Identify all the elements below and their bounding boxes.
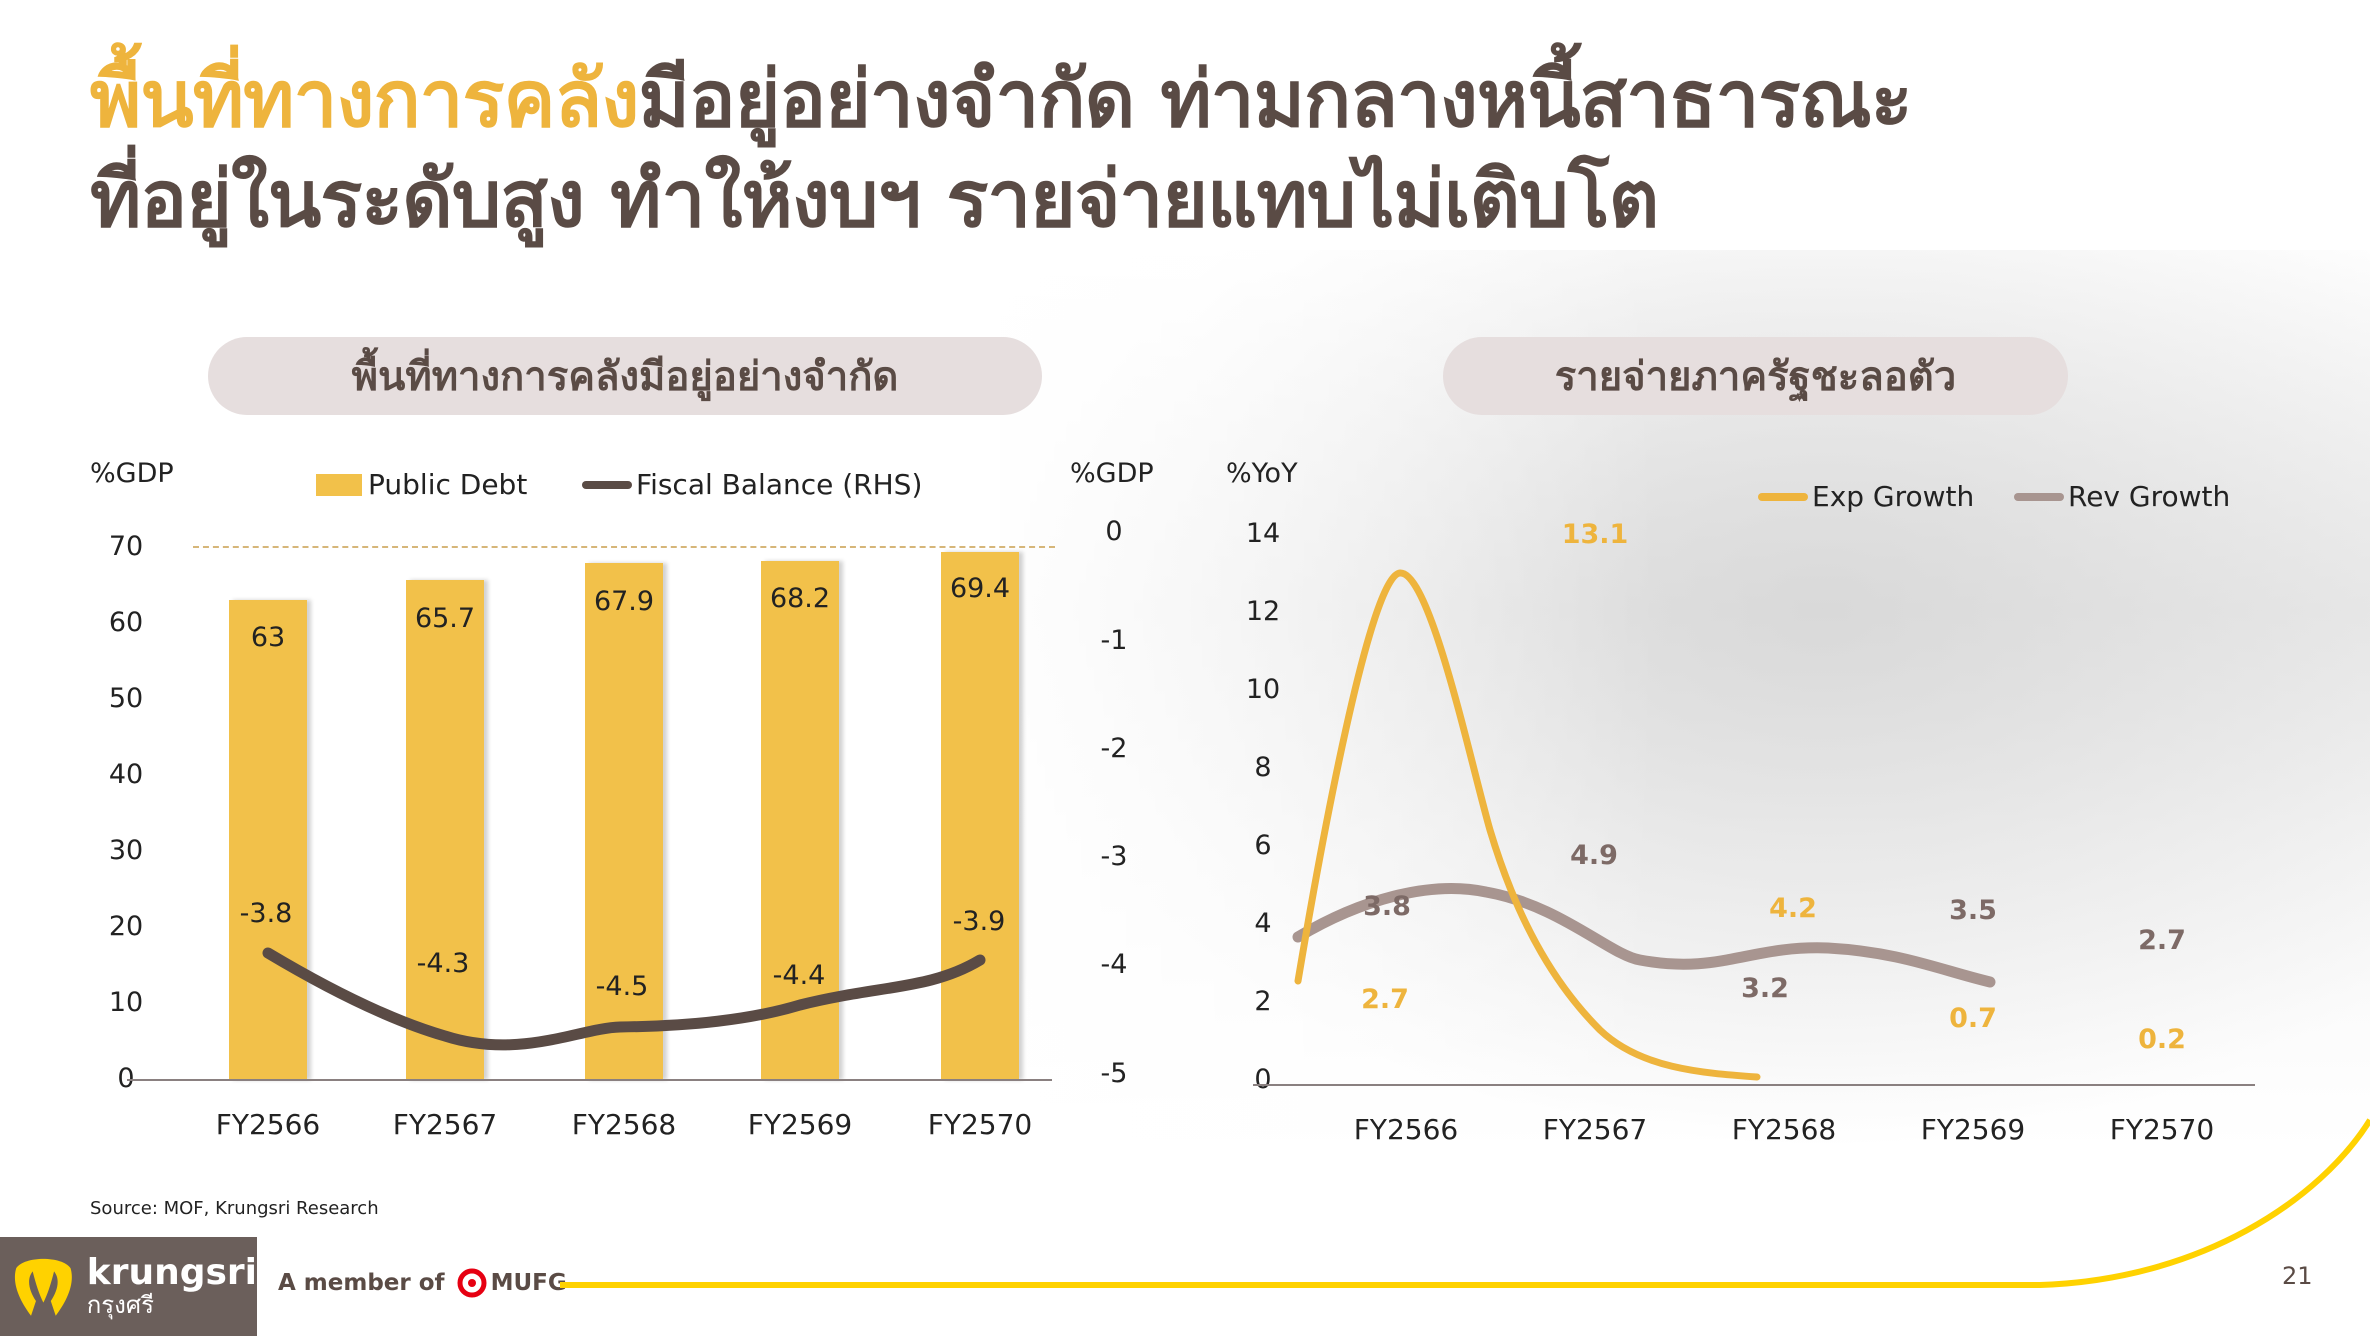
yoy-x-label: FY2569	[1920, 1113, 2026, 1146]
y2-tick: -5	[1100, 1058, 1128, 1089]
fiscal-value: -4.5	[595, 971, 649, 1002]
legend-rev-growth: Rev Growth	[2014, 480, 2230, 513]
bar-value: 67.9	[593, 586, 655, 617]
legend-label: Fiscal Balance (RHS)	[636, 468, 923, 501]
x-label: FY2570	[927, 1108, 1033, 1141]
reference-line-70	[193, 546, 1055, 548]
bar-fy2570	[941, 552, 1019, 1080]
krungsri-logo: krungsri กรุงศรี	[0, 1237, 257, 1336]
yoy-tick: 4	[1254, 908, 1272, 939]
fiscal-value: -3.8	[239, 898, 293, 929]
legend-swatch-exp	[1758, 492, 1808, 501]
slide-title: พื้นที่ทางการคลังมีอยู่อย่างจำกัด ท่ามกล…	[90, 50, 1913, 250]
exp-growth-line	[1294, 569, 1761, 1081]
exp-value: 0.2	[2138, 1024, 2186, 1055]
exp-value: 2.7	[1361, 984, 1409, 1015]
yoy-tick: 10	[1245, 674, 1281, 705]
source-note: Source: MOF, Krungsri Research	[90, 1198, 379, 1219]
legend-label: Rev Growth	[2068, 480, 2231, 513]
legend-public-debt: Public Debt	[316, 468, 527, 501]
y-tick: 20	[108, 911, 144, 942]
fiscal-value: -4.4	[772, 960, 826, 991]
left-axis-title: %GDP	[90, 458, 174, 489]
x-label: FY2567	[392, 1108, 498, 1141]
page-number: 21	[2282, 1262, 2313, 1290]
mufg-logo-icon	[457, 1268, 487, 1298]
right-axis-title: %GDP	[1070, 458, 1154, 489]
legend-fiscal-balance: Fiscal Balance (RHS)	[582, 468, 922, 501]
rev-value: 3.8	[1363, 891, 1411, 922]
member-of: A member of MUFG	[278, 1268, 567, 1298]
y-tick: 60	[108, 607, 144, 638]
legend-exp-growth: Exp Growth	[1758, 480, 1974, 513]
bar-fy2566	[229, 600, 307, 1080]
x-label: FY2566	[215, 1108, 321, 1141]
yoy-x-label: FY2568	[1731, 1113, 1837, 1146]
brand-thai: กรุงศรี	[86, 1290, 155, 1319]
bar-fy2567	[406, 580, 484, 1080]
logo-text-group: krungsri กรุงศรี	[86, 1251, 257, 1319]
y-tick: 70	[108, 531, 144, 562]
rev-value: 3.5	[1949, 895, 1997, 926]
x-label: FY2569	[747, 1108, 853, 1141]
yoy-x-label: FY2566	[1353, 1113, 1459, 1146]
rev-growth-line	[1292, 883, 1996, 988]
yoy-x-axis-line	[1253, 1084, 2255, 1086]
y2-tick: -2	[1100, 733, 1128, 764]
y2-tick: -1	[1100, 625, 1128, 656]
exp-value: 0.7	[1949, 1003, 1997, 1034]
bar-fy2569	[761, 561, 839, 1080]
fiscal-value: -3.9	[952, 906, 1006, 937]
member-brand: MUFG	[490, 1270, 567, 1296]
bar-value: 69.4	[949, 573, 1011, 604]
y2-tick: -3	[1100, 841, 1128, 872]
y2-tick: -4	[1100, 949, 1128, 980]
y2-tick: 0	[1105, 516, 1123, 547]
right-panel-title: รายจ่ายภาครัฐชะลอตัว	[1443, 337, 2068, 415]
legend-label: Exp Growth	[1812, 480, 1975, 513]
yoy-tick: 0	[1254, 1064, 1272, 1095]
brand-name: krungsri	[86, 1251, 257, 1293]
legend-swatch-line	[582, 480, 632, 489]
member-text: A member of	[278, 1270, 445, 1296]
x-axis-line	[127, 1079, 1052, 1081]
title-line-1-rest: มีอยู่อย่างจำกัด ท่ามกลางหนี้สาธารณะ	[638, 55, 1912, 145]
fiscal-value: -4.3	[416, 948, 470, 979]
exp-value: 4.2	[1769, 893, 1817, 924]
yoy-x-label: FY2567	[1542, 1113, 1648, 1146]
y-tick: 10	[108, 987, 144, 1018]
bar-fy2568	[585, 563, 663, 1080]
y-tick: 40	[108, 759, 144, 790]
rev-value: 3.2	[1741, 973, 1789, 1004]
title-line-2: ที่อยู่ในระดับสูง ทำให้งบฯ รายจ่ายแทบไม่…	[90, 155, 1659, 245]
fiscal-balance-line	[262, 947, 986, 1051]
legend-swatch-bar	[316, 473, 362, 496]
yoy-tick: 6	[1254, 830, 1272, 861]
y-tick: 50	[108, 683, 144, 714]
krungsri-emblem-icon	[14, 1258, 72, 1316]
rev-value: 2.7	[2138, 925, 2186, 956]
yoy-tick: 12	[1245, 596, 1281, 627]
yoy-tick: 14	[1245, 518, 1281, 549]
x-label: FY2568	[571, 1108, 677, 1141]
y-tick: 30	[108, 835, 144, 866]
exp-value: 13.1	[1561, 519, 1629, 550]
yoy-x-label: FY2570	[2109, 1113, 2215, 1146]
rev-value: 4.9	[1570, 840, 1618, 871]
yoy-tick: 8	[1254, 752, 1272, 783]
title-line-1: พื้นที่ทางการคลังมีอยู่อย่างจำกัด ท่ามกล…	[90, 50, 1913, 150]
title-highlight: พื้นที่ทางการคลัง	[90, 55, 639, 145]
legend-swatch-rev	[2014, 492, 2064, 501]
yoy-axis-title: %YoY	[1226, 458, 1298, 489]
bar-value: 65.7	[414, 603, 476, 634]
y-tick: 0	[117, 1063, 135, 1094]
yoy-tick: 2	[1254, 986, 1272, 1017]
left-panel-title: พื้นที่ทางการคลังมีอยู่อย่างจำกัด	[208, 337, 1042, 415]
legend-label: Public Debt	[368, 468, 528, 501]
bar-value: 63	[250, 622, 286, 653]
bar-value: 68.2	[769, 583, 831, 614]
